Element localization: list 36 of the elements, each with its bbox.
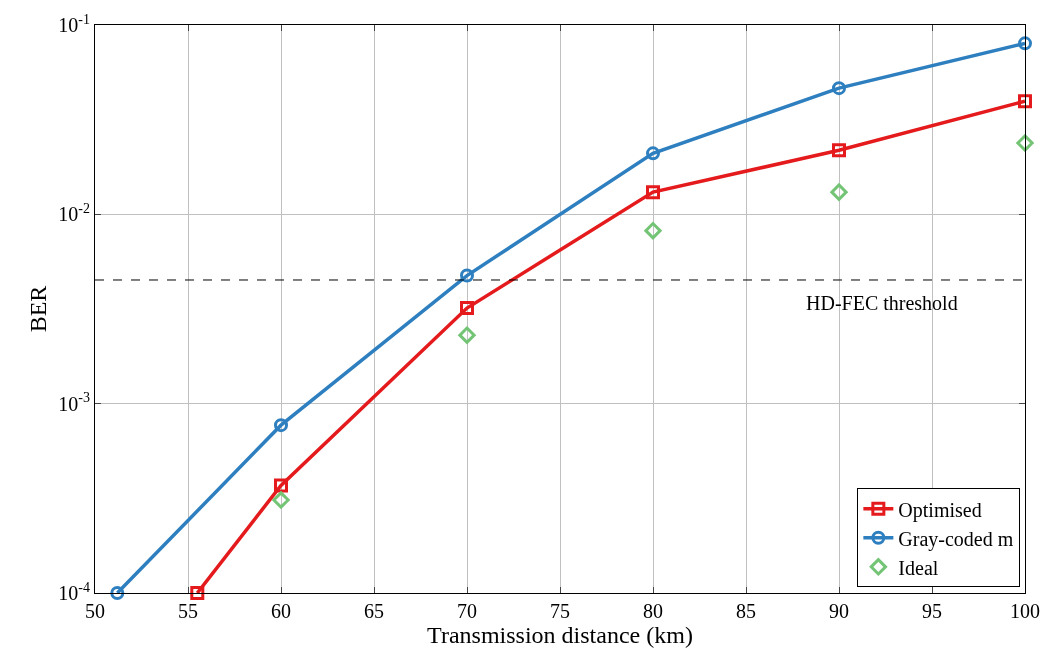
point: [458, 326, 476, 344]
legend-label: Optimised: [898, 498, 982, 522]
legend-label: Gray-coded m: [898, 527, 1014, 551]
point: [1018, 94, 1032, 109]
ref-line-label: HD-FEC threshold: [806, 292, 958, 314]
x-tick-label: 95: [922, 600, 942, 622]
point: [190, 586, 205, 600]
point: [274, 478, 288, 493]
point: [832, 143, 846, 158]
point: [460, 268, 474, 283]
x-axis-title: Transmission distance (km): [427, 622, 693, 648]
y-tick-label: 10$^{-2}$: [58, 200, 90, 226]
point: [646, 146, 660, 161]
x-tick-label: 55: [178, 600, 198, 622]
x-tick-label: 100: [1010, 600, 1040, 622]
point: [646, 185, 660, 200]
point: [460, 301, 474, 316]
point: [274, 418, 288, 433]
y-tick-label: 10$^{-3}$: [58, 390, 90, 415]
x-tick-label: 65: [364, 600, 384, 622]
legend-label: Ideal: [898, 556, 939, 579]
x-tick-label: 90: [829, 600, 849, 622]
point: [1016, 134, 1034, 152]
y-tick-label: 10$^{-1}$: [58, 11, 90, 36]
y-axis-title: BER: [25, 285, 52, 333]
x-tick-label: 80: [643, 600, 663, 622]
x-tick-label: 75: [550, 600, 570, 622]
point: [644, 222, 662, 240]
x-tick-label: 70: [457, 600, 477, 622]
x-tick-label: 60: [271, 600, 291, 622]
point: [832, 81, 846, 96]
point: [1018, 36, 1032, 51]
point: [110, 586, 125, 600]
x-tick-label: 85: [736, 600, 756, 622]
point: [272, 491, 290, 509]
point: [830, 183, 848, 201]
